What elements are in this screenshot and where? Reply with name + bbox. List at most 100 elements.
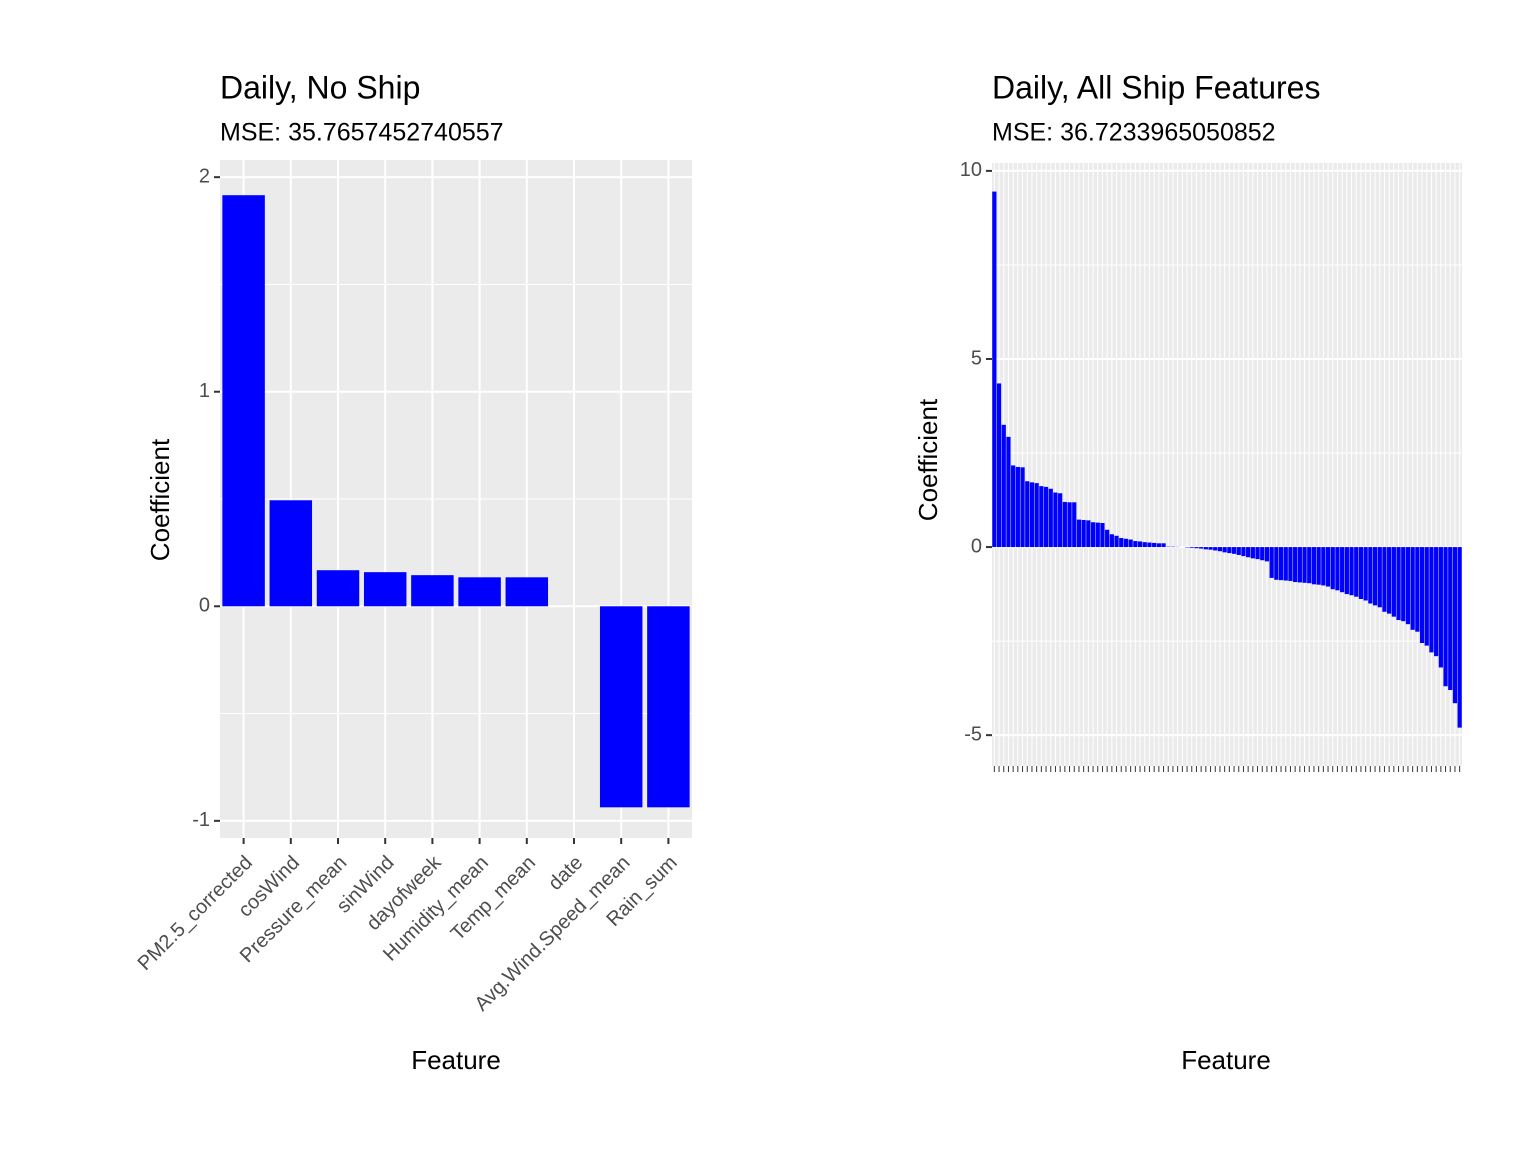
bar [1062,501,1067,548]
x-tick-label: PM2.5_corrected [134,852,257,975]
y-axis-title: Coefficient [913,398,943,521]
bar [647,606,690,808]
bar [1015,466,1020,548]
bar [1025,481,1030,548]
bar [1382,547,1387,612]
bar [1086,520,1091,548]
bar [1217,547,1223,552]
bar [411,575,454,607]
bar [1415,547,1420,632]
bar [1109,534,1114,548]
bar [1076,519,1082,548]
bar [505,577,549,607]
bar [1100,522,1105,548]
bar [1231,547,1237,554]
bar [1213,547,1218,551]
bar [1147,542,1152,548]
bar [1048,488,1053,548]
bar [1307,547,1312,584]
y-tick-label: -5 [964,723,982,745]
bar [599,606,643,808]
bar [1152,542,1157,548]
x-axis-title: Feature [411,1045,501,1075]
bar [1344,547,1349,595]
bar [1020,467,1025,548]
bar [1321,547,1326,586]
bar [1401,547,1406,622]
x-tick-label: date [544,852,587,895]
bar [1137,541,1143,548]
bar [1006,436,1011,548]
y-tick-label: 0 [199,595,210,617]
bar [1053,492,1058,548]
bar [1358,547,1364,599]
bar [1387,547,1392,614]
bar [1405,547,1411,625]
bar [1222,547,1227,553]
bar [1419,547,1425,643]
y-axis-title: Coefficient [145,438,175,561]
bar [1090,522,1096,548]
bar [458,577,501,607]
bar [1293,547,1298,583]
bar [1123,538,1129,548]
bar [222,195,265,607]
bar [1349,547,1354,596]
bar [1311,547,1317,585]
bar [1194,547,1199,549]
bar [1354,547,1359,597]
bar [1443,547,1448,687]
bar [1081,519,1086,548]
bar [1424,547,1429,646]
bar [1448,547,1453,691]
bar [1372,547,1378,606]
chart-subtitle: MSE: 35.7657452740557 [220,119,504,147]
x-axis-title: Feature [1181,1045,1271,1075]
bar [1039,486,1044,548]
bar [1203,547,1208,550]
bar [1001,424,1006,548]
bar [1457,547,1462,728]
bar [1058,493,1063,548]
bar [1095,522,1100,548]
bar [269,500,313,607]
bar [1452,547,1458,704]
bar [1161,543,1166,548]
bar [1246,547,1251,558]
bar [1236,547,1241,555]
bar [1278,547,1284,581]
y-tick-label: 1 [199,380,210,402]
chart-title: Daily, No Ship [220,69,420,105]
bar [1105,529,1110,548]
bar [1260,547,1265,561]
y-tick-label: 5 [971,347,982,369]
bar [1114,535,1119,548]
bar [1434,547,1439,657]
bar [1119,538,1124,548]
bar [1274,547,1279,580]
bar [363,572,407,607]
bar [1325,547,1331,587]
bar [1302,547,1307,583]
bar [1283,547,1288,581]
bar [1330,547,1335,590]
bar [1429,547,1434,653]
bar [1377,547,1382,608]
y-tick-label: 10 [960,159,982,181]
bar [1269,547,1274,578]
bar [1067,502,1072,548]
bar [1410,547,1415,630]
bar [1011,465,1016,548]
bar [1043,486,1049,548]
bar [1128,539,1133,548]
bar [1438,547,1443,668]
bar [1189,547,1194,548]
bar [1340,547,1345,593]
bar [1391,547,1396,617]
bar [1156,543,1161,548]
bar [316,570,360,607]
bar [1034,483,1039,548]
bar [1250,547,1255,559]
bar [1363,547,1368,601]
